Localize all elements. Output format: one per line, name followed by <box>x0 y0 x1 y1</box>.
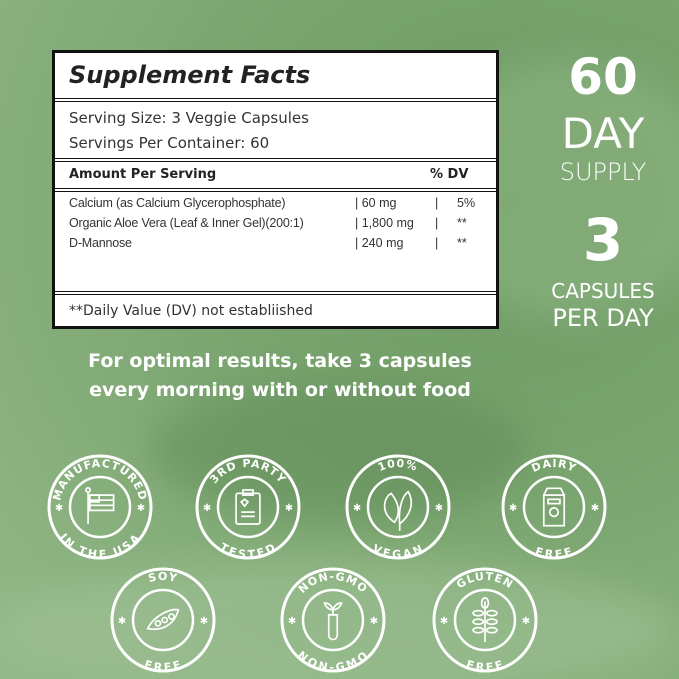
test-tube-sprout-icon <box>323 602 343 641</box>
ingredient-dv: ** <box>457 236 467 250</box>
column-separator: | <box>435 216 439 230</box>
badge-2: 100% VEGAN ✱ ✱ <box>345 454 451 561</box>
ingredient-amount: | 240 mg <box>355 236 404 250</box>
asterisk-icon: ✱ <box>435 503 443 514</box>
ingredient-dv: 5% <box>457 196 476 210</box>
directions-line-1: For optimal results, take 3 capsules <box>88 350 472 372</box>
amount-value: 1,800 mg <box>361 216 414 230</box>
badge-bottom-text: TESTED <box>218 540 278 561</box>
supplement-facts-panel: Supplement Facts Serving Size: 3 Veggie … <box>52 50 499 329</box>
badge-bottom-text: IN THE USA <box>57 531 142 561</box>
svg-text:VEGAN: VEGAN <box>370 542 425 561</box>
asterisk-icon: ✱ <box>200 616 208 627</box>
badge-4: SOY FREE ✱ ✱ <box>110 567 216 674</box>
column-separator: | <box>435 196 439 210</box>
capsules-count: 3 <box>582 206 624 274</box>
directions-line-2: every morning with or without food <box>89 379 471 401</box>
clipboard-heart-icon <box>235 489 261 525</box>
badge-top-text: NON-GMO <box>296 570 369 596</box>
divider <box>55 188 496 192</box>
wheat-icon <box>472 597 498 643</box>
amount-value: 240 mg <box>361 236 404 250</box>
divider <box>55 98 496 102</box>
ingredient-amount: | 1,800 mg <box>355 216 414 230</box>
svg-text:3RD PARTY: 3RD PARTY <box>207 457 288 486</box>
divider <box>55 158 496 162</box>
asterisk-icon: ✱ <box>203 503 211 514</box>
footnote: **Daily Value (DV) not establiished <box>69 303 313 319</box>
asterisk-icon: ✱ <box>353 503 361 514</box>
badge-inner-ring <box>68 475 132 539</box>
asterisk-icon: ✱ <box>288 616 296 627</box>
supply-days: 60 <box>568 48 638 106</box>
badge-inner-ring <box>216 475 280 539</box>
asterisk-icon: ✱ <box>370 616 378 627</box>
asterisk-icon: ✱ <box>285 503 293 514</box>
badge-outer-ring <box>432 567 538 673</box>
ingredient-name: Organic Aloe Vera (Leaf & Inner Gel)(200… <box>69 216 304 230</box>
usa-flag-icon <box>85 487 115 525</box>
asterisk-icon: ✱ <box>55 503 63 514</box>
column-separator: | <box>435 236 439 250</box>
badge-inner-ring <box>301 588 365 652</box>
dv-header: % DV <box>430 167 469 182</box>
badge-outer-ring <box>195 454 301 560</box>
badge-outer-ring <box>501 454 607 560</box>
badge-outer-ring <box>47 454 153 560</box>
ingredient-name: D-Mannose <box>69 236 132 250</box>
badge-3: DAIRY FREE ✱ ✱ <box>501 454 607 561</box>
badge-1: 3RD PARTY TESTED ✱ ✱ <box>195 454 301 561</box>
amount-value: 60 mg <box>361 196 397 210</box>
badge-5: NON-GMO NON-GMO ✱ ✱ <box>280 567 386 674</box>
servings-per-container: Servings Per Container: 60 <box>69 134 270 152</box>
supply-day-label: DAY <box>561 109 645 158</box>
svg-text:SOY: SOY <box>147 570 179 585</box>
milk-carton-icon <box>542 487 566 527</box>
supply-label: SUPPLY <box>559 158 647 186</box>
ingredient-name: Calcium (as Calcium Glycerophosphate) <box>69 196 286 210</box>
asterisk-icon: ✱ <box>522 616 530 627</box>
capsules-label: CAPSULES <box>551 279 655 303</box>
ingredient-amount: | 60 mg <box>355 196 397 210</box>
asterisk-icon: ✱ <box>440 616 448 627</box>
divider <box>55 291 496 295</box>
svg-text:NON-GMO: NON-GMO <box>295 649 371 674</box>
badge-0: MANUFACTURED IN THE USA ✱ ✱ <box>47 454 153 561</box>
badge-inner-ring <box>522 475 586 539</box>
per-day-label: PER DAY <box>552 304 654 332</box>
badge-top-text: 3RD PARTY <box>207 457 287 486</box>
svg-text:TESTED: TESTED <box>218 540 279 561</box>
asterisk-icon: ✱ <box>137 503 145 514</box>
badge-outer-ring <box>345 454 451 560</box>
badge-inner-ring <box>453 588 517 652</box>
badge-top-text: 100% <box>376 457 419 474</box>
badge-top-text: SOY <box>147 570 178 585</box>
serving-size: Serving Size: 3 Veggie Capsules <box>69 109 309 127</box>
amount-header: Amount Per Serving <box>69 167 217 182</box>
svg-text:100%: 100% <box>376 457 420 474</box>
ingredient-dv: ** <box>457 216 467 230</box>
badge-outer-ring <box>110 567 216 673</box>
asterisk-icon: ✱ <box>118 616 126 627</box>
badge-outer-ring <box>280 567 386 673</box>
badge-6: GLUTEN FREE ✱ ✱ <box>432 567 538 674</box>
badge-bottom-text: VEGAN <box>370 542 424 561</box>
facts-title: Supplement Facts <box>69 61 311 89</box>
leaves-icon <box>383 490 413 531</box>
badge-inner-ring <box>366 475 430 539</box>
soybean-pod-icon <box>146 608 180 631</box>
asterisk-icon: ✱ <box>509 503 517 514</box>
badge-bottom-text: NON-GMO <box>295 649 370 674</box>
svg-text:IN THE USA: IN THE USA <box>57 531 143 561</box>
background-figure <box>150 380 530 520</box>
svg-text:NON-GMO: NON-GMO <box>296 570 370 596</box>
asterisk-icon: ✱ <box>591 503 599 514</box>
badge-inner-ring <box>131 588 195 652</box>
